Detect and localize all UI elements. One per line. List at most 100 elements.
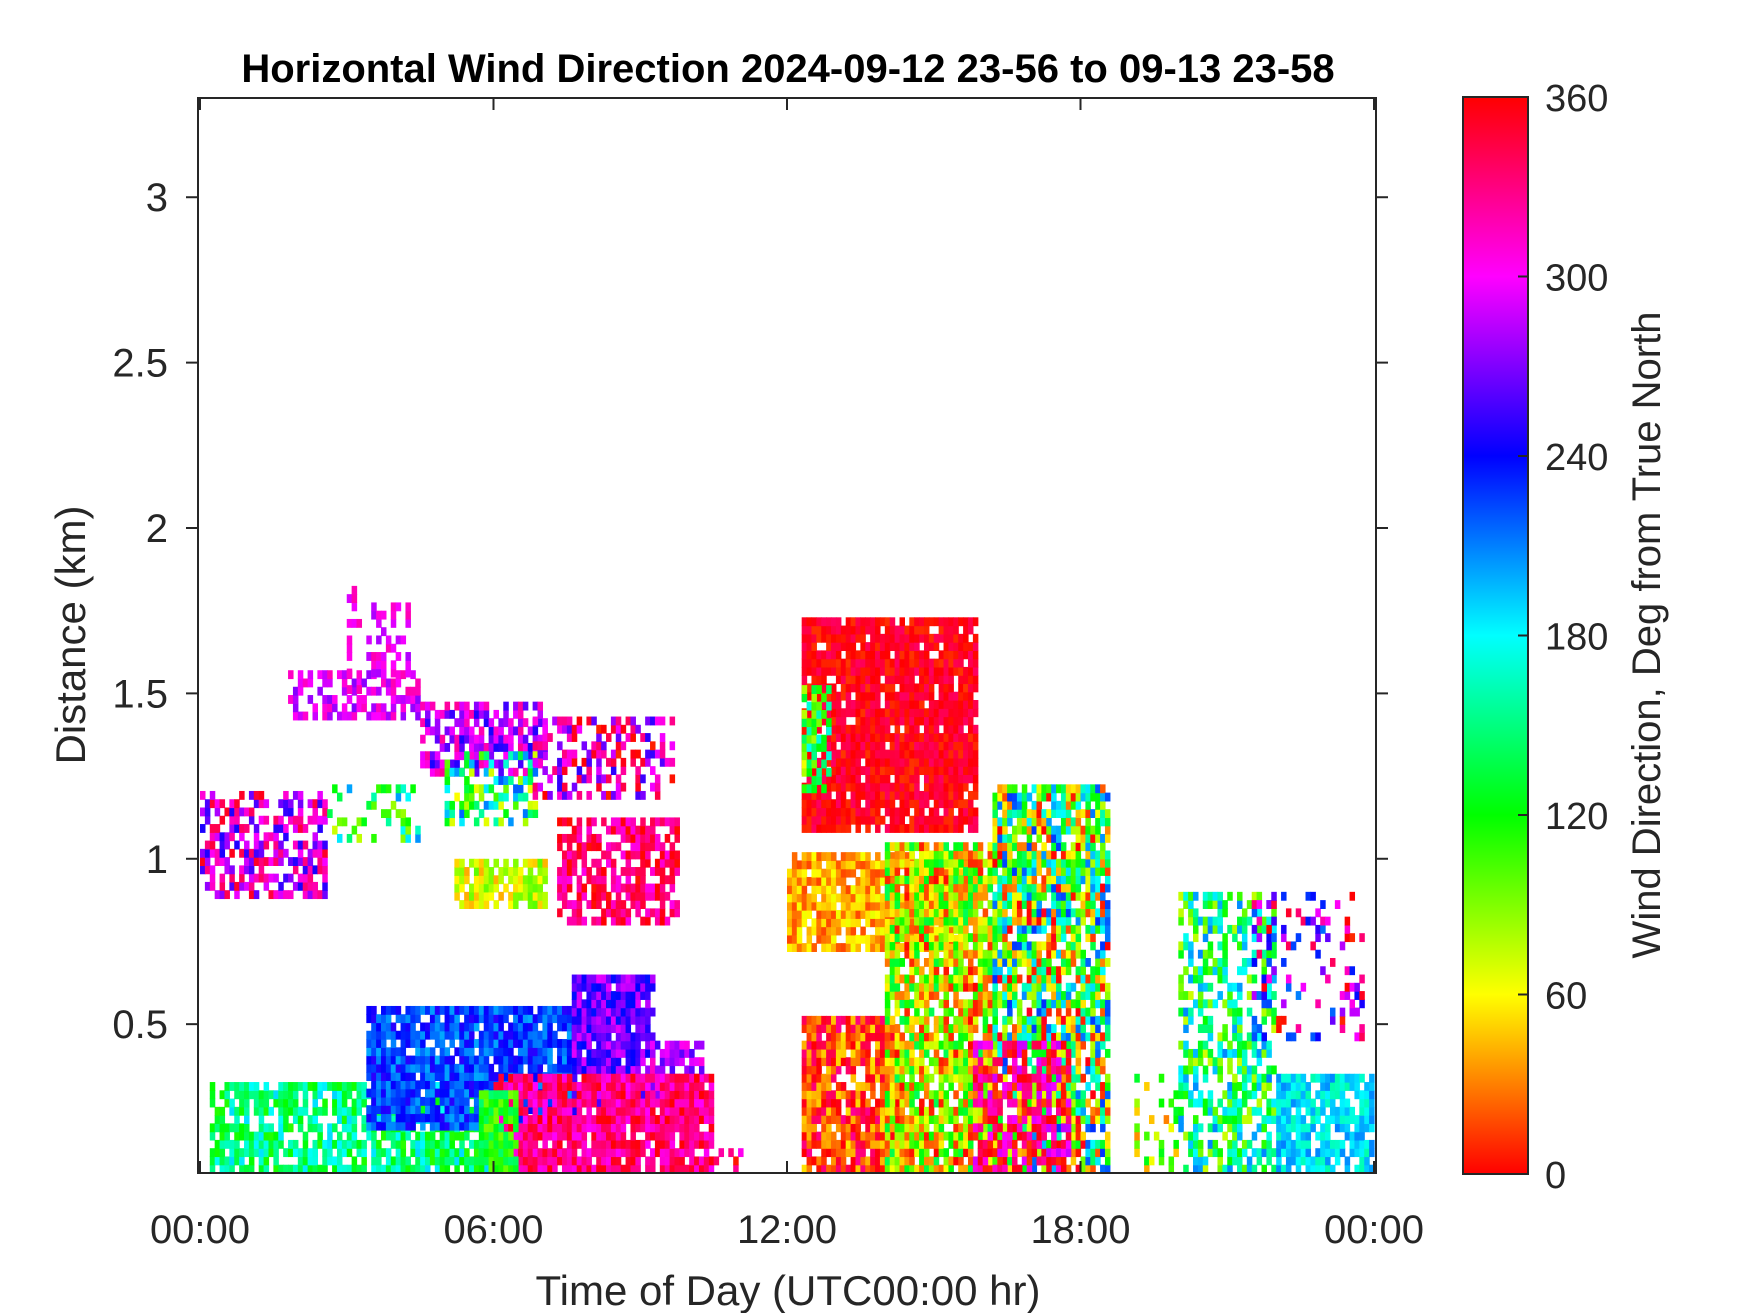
heatmap-cell — [542, 1123, 548, 1133]
heatmap-cell — [963, 633, 969, 643]
heatmap-cell — [268, 857, 274, 866]
heatmap-cell — [473, 718, 480, 728]
heatmap-cell — [322, 815, 328, 825]
heatmap-cell — [234, 1082, 240, 1091]
heatmap-cell — [464, 809, 470, 819]
heatmap-cell — [791, 918, 798, 928]
heatmap-cell — [933, 757, 940, 767]
heatmap-cell — [630, 982, 636, 992]
heatmap-cell — [209, 1164, 216, 1173]
heatmap-cell — [923, 1073, 930, 1083]
heatmap-cell — [943, 625, 950, 635]
heatmap-cell — [625, 916, 632, 926]
heatmap-cell — [835, 1015, 842, 1025]
heatmap-cell — [860, 901, 866, 911]
heatmap-cell — [933, 807, 940, 817]
heatmap-cell — [307, 695, 314, 704]
heatmap-cell — [351, 703, 358, 713]
heatmap-cell — [972, 633, 979, 643]
heatmap-cell — [831, 1090, 837, 1100]
heatmap-cell — [200, 865, 206, 875]
heatmap-cell — [884, 958, 891, 967]
heatmap-cell — [875, 815, 881, 825]
heatmap-cell — [664, 1131, 671, 1141]
heatmap-cell — [855, 733, 861, 742]
heatmap-cell — [380, 1105, 387, 1115]
heatmap-cell — [620, 1073, 627, 1083]
heatmap-cell — [380, 1005, 387, 1015]
heatmap-cell — [278, 1106, 284, 1116]
heatmap-cell — [547, 1022, 553, 1032]
heatmap-cell — [855, 724, 861, 734]
heatmap-cell — [635, 891, 641, 901]
heatmap-cell — [674, 1090, 680, 1100]
heatmap-cell — [356, 817, 363, 827]
heatmap-cell — [826, 852, 832, 862]
heatmap-cell — [894, 1082, 901, 1091]
heatmap-cell — [615, 1032, 622, 1042]
heatmap-cell — [928, 749, 935, 759]
heatmap-cell — [615, 1098, 622, 1108]
heatmap-cell — [914, 757, 920, 767]
heatmap-cell — [351, 825, 358, 835]
heatmap-cell — [615, 1015, 622, 1025]
heatmap-cell — [513, 709, 519, 719]
heatmap-cell — [640, 1032, 646, 1042]
heatmap-cell — [870, 708, 876, 718]
heatmap-cell — [645, 891, 651, 901]
heatmap-cell — [860, 885, 866, 895]
heatmap-cell — [845, 807, 852, 817]
heatmap-cell — [894, 691, 901, 701]
heatmap-cell — [870, 790, 876, 800]
heatmap-cell — [801, 1073, 808, 1083]
heatmap-cell — [654, 1040, 661, 1050]
heatmap-cell — [689, 1082, 695, 1091]
heatmap-cell — [943, 766, 950, 776]
heatmap-cell — [336, 1156, 343, 1166]
heatmap-cell — [224, 1131, 230, 1141]
heatmap-cell — [615, 1040, 622, 1050]
heatmap-cell — [963, 766, 969, 776]
heatmap-cell — [928, 926, 935, 936]
heatmap-cell — [268, 1106, 274, 1116]
heatmap-cell — [493, 759, 499, 769]
heatmap-cell — [801, 860, 808, 870]
heatmap-cell — [654, 916, 661, 926]
heatmap-cell — [943, 749, 950, 759]
heatmap-cell — [586, 817, 592, 827]
heatmap-cell — [845, 757, 852, 767]
heatmap-cell — [806, 774, 813, 784]
heatmap-cell — [948, 926, 954, 936]
heatmap-cell — [835, 666, 842, 676]
heatmap-cell — [522, 1005, 529, 1015]
heatmap-cell — [576, 1164, 583, 1173]
heatmap-cell — [855, 815, 861, 825]
heatmap-cell — [967, 774, 974, 784]
heatmap-cell — [640, 1123, 646, 1133]
heatmap-cell — [561, 1106, 568, 1116]
heatmap-cell — [879, 766, 886, 776]
heatmap-cell — [317, 670, 323, 680]
heatmap-cell — [591, 1098, 597, 1108]
heatmap-cell — [914, 991, 920, 1000]
heatmap-cell — [845, 860, 852, 870]
heatmap-cell — [972, 708, 979, 718]
heatmap-cell — [454, 759, 460, 769]
heatmap-cell — [630, 1082, 636, 1091]
heatmap-cell — [488, 1005, 495, 1015]
heatmap-cell — [258, 1131, 265, 1141]
heatmap-cell — [928, 700, 935, 709]
heatmap-cell — [429, 751, 436, 761]
heatmap-cell — [904, 924, 910, 934]
heatmap-cell — [850, 860, 857, 870]
heatmap-cell — [542, 867, 548, 876]
heatmap-cell — [596, 900, 602, 909]
heatmap-cell — [214, 890, 221, 900]
heatmap-cell — [532, 875, 539, 885]
heatmap-cell — [875, 1015, 881, 1025]
heatmap-cell — [488, 1039, 495, 1048]
heatmap-cell — [972, 774, 979, 784]
heatmap-cell — [415, 833, 421, 843]
heatmap-cell — [635, 766, 641, 776]
heatmap-cell — [390, 711, 397, 721]
